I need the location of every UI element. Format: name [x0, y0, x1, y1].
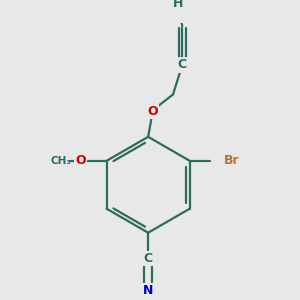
Text: C: C [178, 58, 187, 71]
Text: N: N [143, 284, 153, 297]
Text: O: O [148, 104, 158, 118]
Text: H: H [172, 0, 183, 10]
Text: O: O [76, 154, 86, 167]
Text: C: C [144, 252, 153, 265]
Text: Br: Br [224, 154, 239, 167]
Text: CH₃: CH₃ [50, 156, 71, 166]
